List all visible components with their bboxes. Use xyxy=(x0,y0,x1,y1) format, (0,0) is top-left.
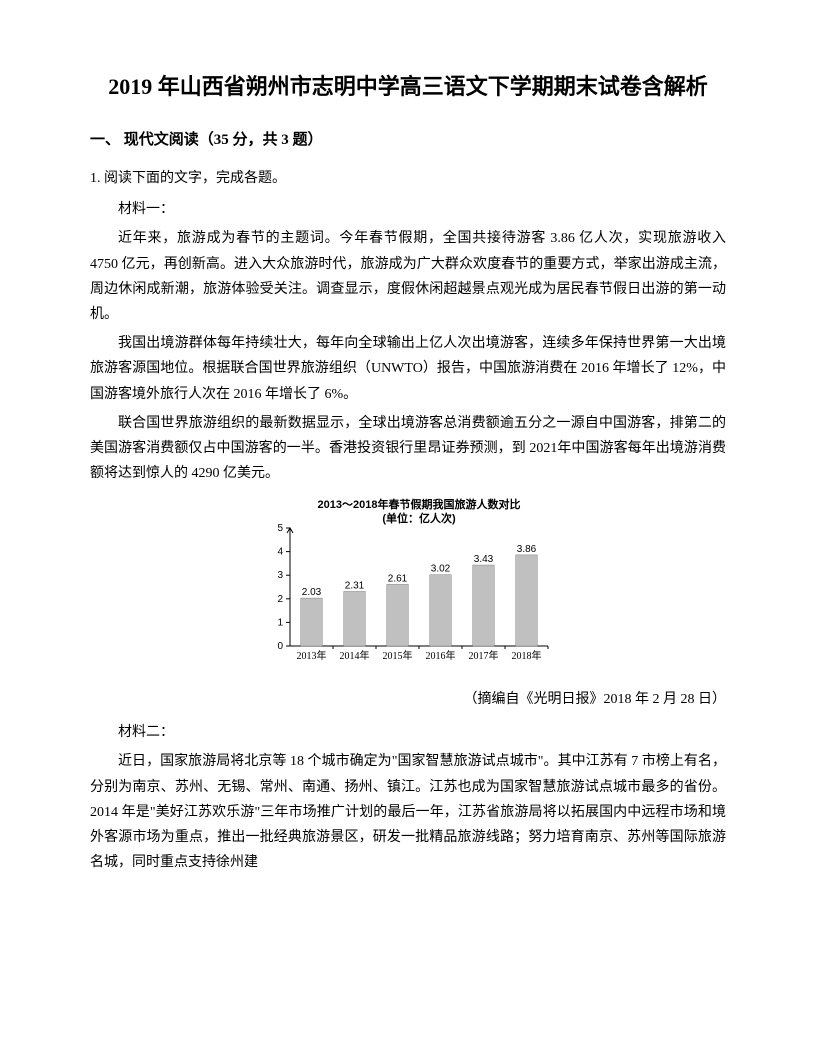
svg-text:2.03: 2.03 xyxy=(302,587,322,598)
bar-chart: 2013～2018年春节假期我国旅游人数对比(单位：亿人次) 0 1 2 3 4 5 2.03… xyxy=(258,496,558,666)
paragraph-1: 近年来，旅游成为春节的主题词。今年春节假期，全国共接待游客 3.86 亿人次，实… xyxy=(90,226,726,327)
material1-label: 材料一： xyxy=(90,197,726,222)
paragraph-4: 近日，国家旅游局将北京等 18 个城市确定为"国家智慧旅游试点城市"。其中江苏有… xyxy=(90,749,726,875)
chart-container: 2013～2018年春节假期我国旅游人数对比(单位：亿人次) 0 1 2 3 4 5 2.03… xyxy=(90,496,726,677)
svg-text:3.86: 3.86 xyxy=(517,544,537,555)
source-citation: （摘编自《光明日报》2018 年 2 月 28 日） xyxy=(90,687,726,712)
svg-text:(单位：亿人次): (单位：亿人次) xyxy=(382,511,456,525)
svg-text:4: 4 xyxy=(277,547,283,558)
svg-text:2013～2018年春节假期我国旅游人数对比: 2013～2018年春节假期我国旅游人数对比 xyxy=(318,497,521,511)
svg-text:0: 0 xyxy=(277,641,283,652)
svg-text:2013年: 2013年 xyxy=(297,649,327,662)
svg-text:1: 1 xyxy=(277,618,283,629)
section-header: 一、 现代文阅读（35 分，共 3 题） xyxy=(90,127,726,154)
svg-text:3.43: 3.43 xyxy=(474,554,494,565)
chart-svg: 2013～2018年春节假期我国旅游人数对比(单位：亿人次) 0 1 2 3 4 5 2.03… xyxy=(258,496,558,666)
material2-label: 材料二： xyxy=(90,720,726,745)
svg-text:2014年: 2014年 xyxy=(340,649,370,662)
page-title: 2019 年山西省朔州市志明中学高三语文下学期期末试卷含解析 xyxy=(90,70,726,103)
svg-text:2017年: 2017年 xyxy=(469,649,499,662)
svg-text:2.31: 2.31 xyxy=(345,581,365,592)
svg-text:2016年: 2016年 xyxy=(426,649,456,662)
paragraph-2: 我国出境游群体每年持续壮大，每年向全球输出上亿人次出境游客，连续多年保持世界第一… xyxy=(90,331,726,407)
svg-text:2.61: 2.61 xyxy=(388,574,408,585)
svg-text:2015年: 2015年 xyxy=(383,649,413,662)
svg-text:3.02: 3.02 xyxy=(431,564,451,575)
question-text: 1. 阅读下面的文字，完成各题。 xyxy=(90,166,726,191)
svg-text:5: 5 xyxy=(277,523,283,534)
svg-text:2018年: 2018年 xyxy=(512,649,542,662)
svg-text:3: 3 xyxy=(277,570,283,581)
paragraph-3: 联合国世界旅游组织的最新数据显示，全球出境游客总消费额逾五分之一源自中国游客，排… xyxy=(90,411,726,487)
svg-text:2: 2 xyxy=(277,594,283,605)
